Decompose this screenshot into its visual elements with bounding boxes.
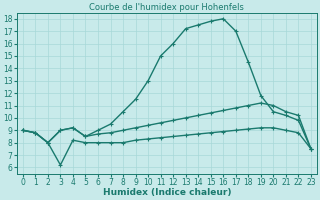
Title: Courbe de l'humidex pour Hohenfels: Courbe de l'humidex pour Hohenfels [90, 3, 244, 12]
X-axis label: Humidex (Indice chaleur): Humidex (Indice chaleur) [103, 188, 231, 197]
